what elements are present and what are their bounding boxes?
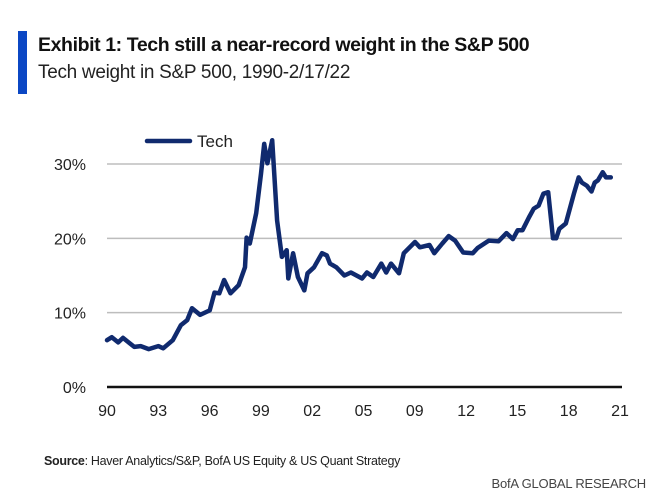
y-axis-labels: 0% 10% 20% 30% <box>54 157 86 397</box>
series-line-tech <box>104 137 614 352</box>
series-group <box>104 137 614 352</box>
source-text: : Haver Analytics/S&P, BofA US Equity & … <box>84 454 401 468</box>
source-label: Source <box>44 454 85 468</box>
legend: Tech <box>144 132 233 151</box>
chart-title: Exhibit 1: Tech still a near-record weig… <box>38 34 530 56</box>
x-tick-label: 02 <box>303 403 321 420</box>
legend-label-tech: Tech <box>197 132 233 151</box>
y-tick-label: 10% <box>54 306 86 323</box>
source-note: Source: Haver Analytics/S&P, BofA US Equ… <box>44 454 400 468</box>
x-tick-label: 90 <box>98 403 116 420</box>
y-tick-label: 0% <box>63 380 86 397</box>
x-tick-label: 18 <box>560 403 578 420</box>
x-axis-labels: 90 93 96 99 02 05 09 12 15 18 21 <box>98 403 629 420</box>
chart-subtitle: Tech weight in S&P 500, 1990-2/17/22 <box>38 62 351 83</box>
x-tick-label: 93 <box>149 403 167 420</box>
x-tick-label: 99 <box>252 403 270 420</box>
y-tick-label: 20% <box>54 231 86 248</box>
x-tick-label: 09 <box>406 403 424 420</box>
y-tick-label: 30% <box>54 157 86 174</box>
x-tick-label: 96 <box>201 403 219 420</box>
x-tick-label: 15 <box>509 403 527 420</box>
x-tick-label: 05 <box>355 403 373 420</box>
gridlines <box>107 163 622 389</box>
brand-label: BofA GLOBAL RESEARCH <box>491 476 647 491</box>
accent-bar <box>18 31 27 94</box>
x-tick-label: 21 <box>611 403 629 420</box>
x-tick-label: 12 <box>457 403 475 420</box>
